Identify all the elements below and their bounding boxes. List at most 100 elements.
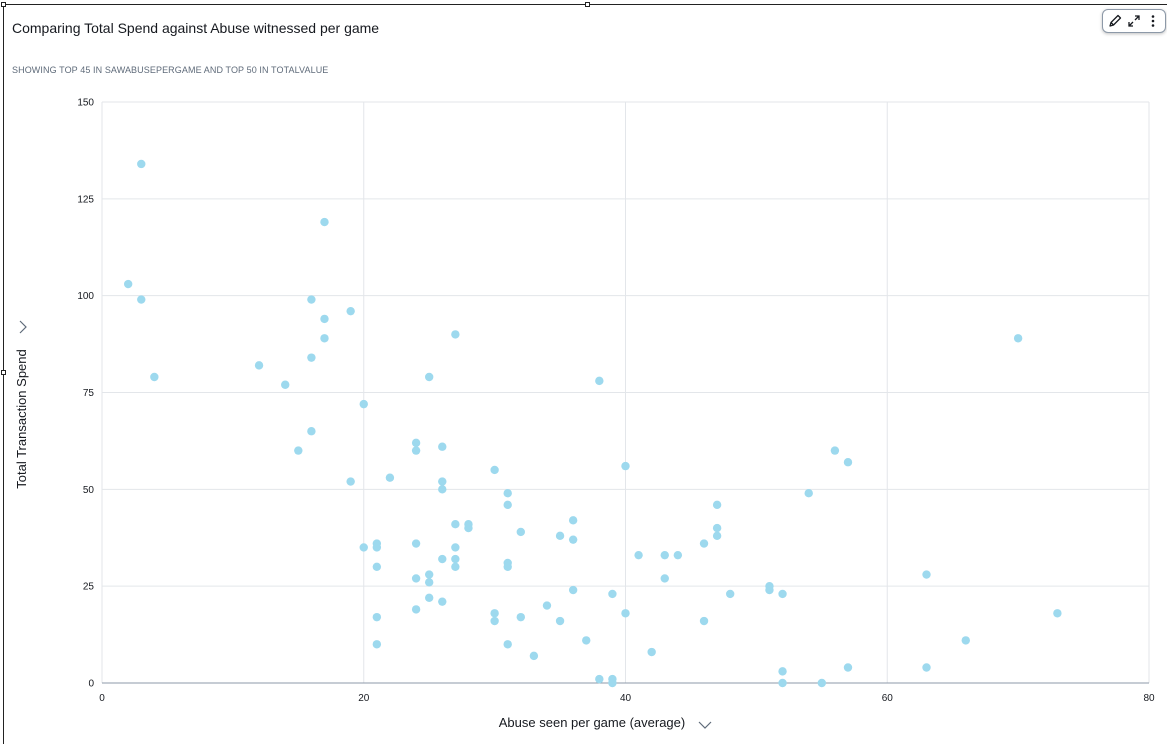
data-point[interactable] [320,217,329,227]
data-point[interactable] [438,485,447,494]
data-point[interactable] [830,446,840,455]
data-point[interactable] [922,570,931,579]
data-point[interactable] [843,663,853,672]
data-point[interactable] [346,477,355,486]
data-point[interactable] [281,380,290,389]
data-point[interactable] [621,461,630,471]
data-point[interactable] [778,678,787,688]
data-point[interactable] [529,651,539,661]
data-point[interactable] [961,636,970,645]
resize-handle-top-center[interactable] [585,2,590,7]
data-point[interactable] [778,667,787,676]
data-point[interactable] [451,562,460,571]
y-axis-title[interactable]: Total Transaction Spend [14,349,29,488]
data-point[interactable] [464,523,473,533]
data-point[interactable] [843,458,853,467]
data-point[interactable] [372,612,382,622]
data-point[interactable] [424,570,434,579]
data-point[interactable] [137,295,146,304]
data-point[interactable] [438,597,447,606]
data-point[interactable] [503,489,512,498]
data-point[interactable] [712,531,722,541]
data-point[interactable] [411,446,421,455]
data-point[interactable] [555,531,565,541]
y-axis-chevron-right-icon[interactable] [17,320,29,334]
data-point[interactable] [503,640,512,649]
data-point[interactable] [712,500,722,510]
data-point[interactable] [568,535,578,544]
data-point[interactable] [608,589,617,599]
data-point[interactable] [438,442,447,451]
data-point[interactable] [582,636,591,645]
data-point[interactable] [516,527,525,537]
data-point[interactable] [372,640,382,649]
data-point[interactable] [424,578,434,587]
data-point[interactable] [411,438,421,448]
data-point[interactable] [516,612,525,622]
data-point[interactable] [568,585,578,595]
data-point[interactable] [712,523,722,533]
data-point[interactable] [673,550,683,560]
data-point[interactable] [451,543,460,552]
data-point[interactable] [424,372,434,382]
data-point[interactable] [804,489,813,498]
data-point[interactable] [254,361,264,370]
expand-button[interactable] [1125,12,1143,30]
data-point[interactable] [307,295,316,304]
resize-handle-middle-left[interactable] [1,370,6,375]
data-point[interactable] [385,473,395,482]
data-point[interactable] [503,500,512,510]
data-point[interactable] [490,616,499,626]
data-point[interactable] [320,314,329,324]
data-point[interactable] [438,477,447,486]
data-point[interactable] [411,605,421,614]
data-point[interactable] [359,399,368,409]
data-point[interactable] [346,306,355,316]
resize-handle-top-left[interactable] [1,2,6,7]
data-point[interactable] [294,446,303,455]
data-point[interactable] [372,562,382,571]
edit-button[interactable] [1106,12,1124,30]
data-point[interactable] [699,616,709,626]
data-point[interactable] [634,550,643,560]
data-point[interactable] [922,663,931,672]
data-point[interactable] [307,353,316,362]
data-point[interactable] [765,585,774,595]
data-point[interactable] [1013,334,1023,343]
data-point[interactable] [778,589,787,599]
data-point[interactable] [660,550,669,560]
data-point[interactable] [411,539,421,548]
data-point[interactable] [320,334,329,343]
more-options-button[interactable] [1144,12,1162,30]
data-point[interactable] [359,543,368,552]
data-point[interactable] [451,554,460,564]
data-point[interactable] [726,589,735,599]
data-point[interactable] [137,159,146,169]
data-point[interactable] [542,601,552,610]
data-point[interactable] [595,376,604,386]
data-point[interactable] [1053,609,1062,618]
data-point[interactable] [451,519,460,529]
data-point[interactable] [660,574,669,583]
data-point[interactable] [621,609,630,618]
data-point[interactable] [424,593,434,602]
data-point[interactable] [451,330,460,339]
data-point[interactable] [411,574,421,583]
data-point[interactable] [438,554,447,564]
data-point[interactable] [490,609,499,618]
data-point[interactable] [647,647,656,657]
data-point[interactable] [150,372,159,382]
x-axis-title[interactable]: Abuse seen per game (average) [499,715,685,730]
data-point[interactable] [307,427,316,436]
data-point[interactable] [123,279,133,289]
data-point[interactable] [568,516,578,525]
data-point[interactable] [608,678,617,688]
data-point[interactable] [503,562,512,571]
data-point[interactable] [490,465,499,475]
data-point[interactable] [817,678,827,688]
x-axis-chevron-down-icon[interactable] [698,719,712,731]
data-point[interactable] [555,616,565,626]
data-point[interactable] [372,543,382,552]
data-point[interactable] [699,539,709,548]
data-point[interactable] [595,674,604,684]
